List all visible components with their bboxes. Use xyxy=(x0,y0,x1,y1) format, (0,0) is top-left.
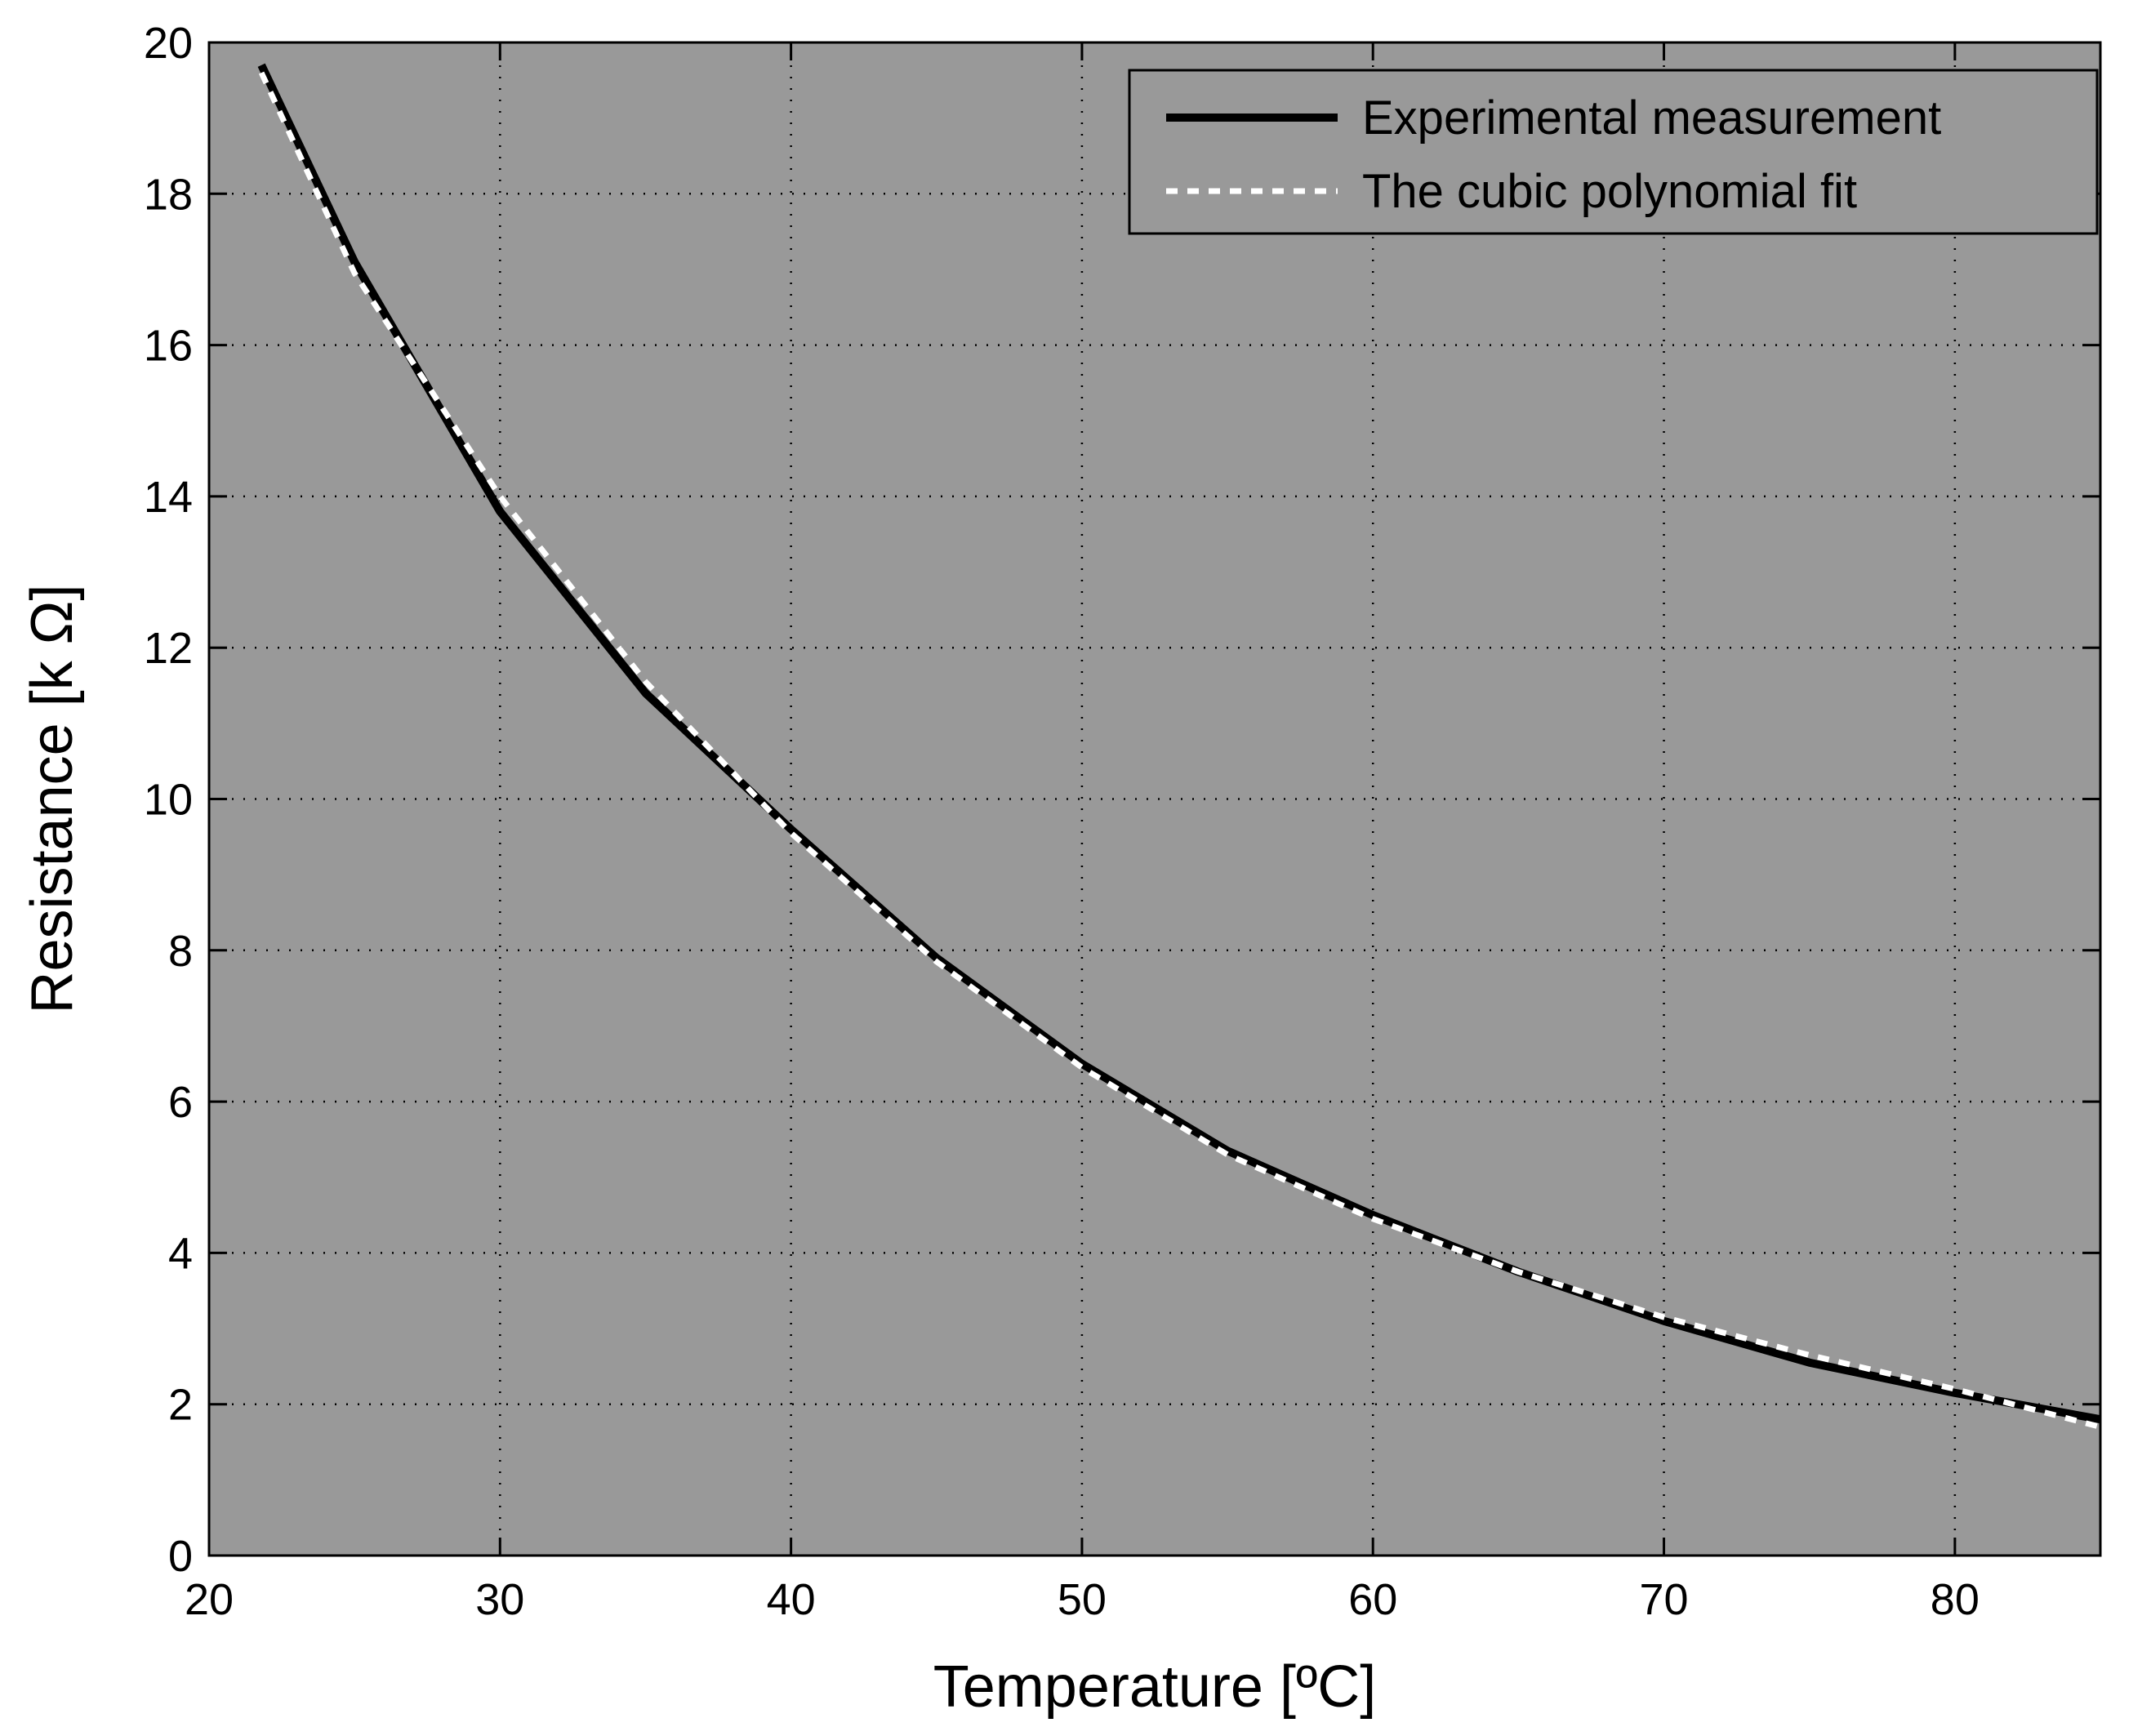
x-tick-label: 30 xyxy=(475,1575,524,1624)
axis-ticks: 20 30 40 50 60 70 80 0 2 4 6 8 10 12 14 16 18 20 xyxy=(144,19,2100,1624)
y-tick-label: 8 xyxy=(168,927,193,976)
plot-background xyxy=(209,42,2100,1556)
legend-box xyxy=(1128,69,2099,235)
x-tick-label: 50 xyxy=(1058,1575,1107,1624)
x-tick-label: 60 xyxy=(1348,1575,1397,1624)
x-tick-label: 80 xyxy=(1931,1575,1980,1624)
y-tick-label: 10 xyxy=(144,776,193,825)
legend: Experimental measurement The cubic polyn… xyxy=(1128,69,2099,235)
series-line-experimental xyxy=(257,63,2101,1424)
y-tick-label: 4 xyxy=(168,1229,193,1278)
legend-label-cubic-fit: The cubic polynomial fit xyxy=(1362,165,1857,218)
grid-lines xyxy=(209,42,2100,1556)
x-tick-label: 40 xyxy=(767,1575,816,1624)
y-tick-label: 0 xyxy=(168,1532,193,1581)
y-tick-label: 20 xyxy=(144,19,193,68)
series-line-cubic-fit xyxy=(258,71,2101,1430)
y-tick-label: 12 xyxy=(144,624,193,673)
y-tick-label: 6 xyxy=(168,1078,193,1127)
series-lines xyxy=(257,63,2101,1430)
x-axis-label: Temperature [ºC] xyxy=(933,1654,1377,1720)
y-tick-label: 14 xyxy=(144,473,193,522)
y-tick-label: 16 xyxy=(144,322,193,371)
y-axis-label: Resistance [k Ω] xyxy=(20,584,85,1013)
y-tick-label: 18 xyxy=(144,170,193,219)
x-tick-label: 70 xyxy=(1639,1575,1688,1624)
x-tick-label: 20 xyxy=(185,1575,234,1624)
legend-label-experimental: Experimental measurement xyxy=(1362,91,1941,145)
y-tick-label: 2 xyxy=(168,1381,193,1430)
